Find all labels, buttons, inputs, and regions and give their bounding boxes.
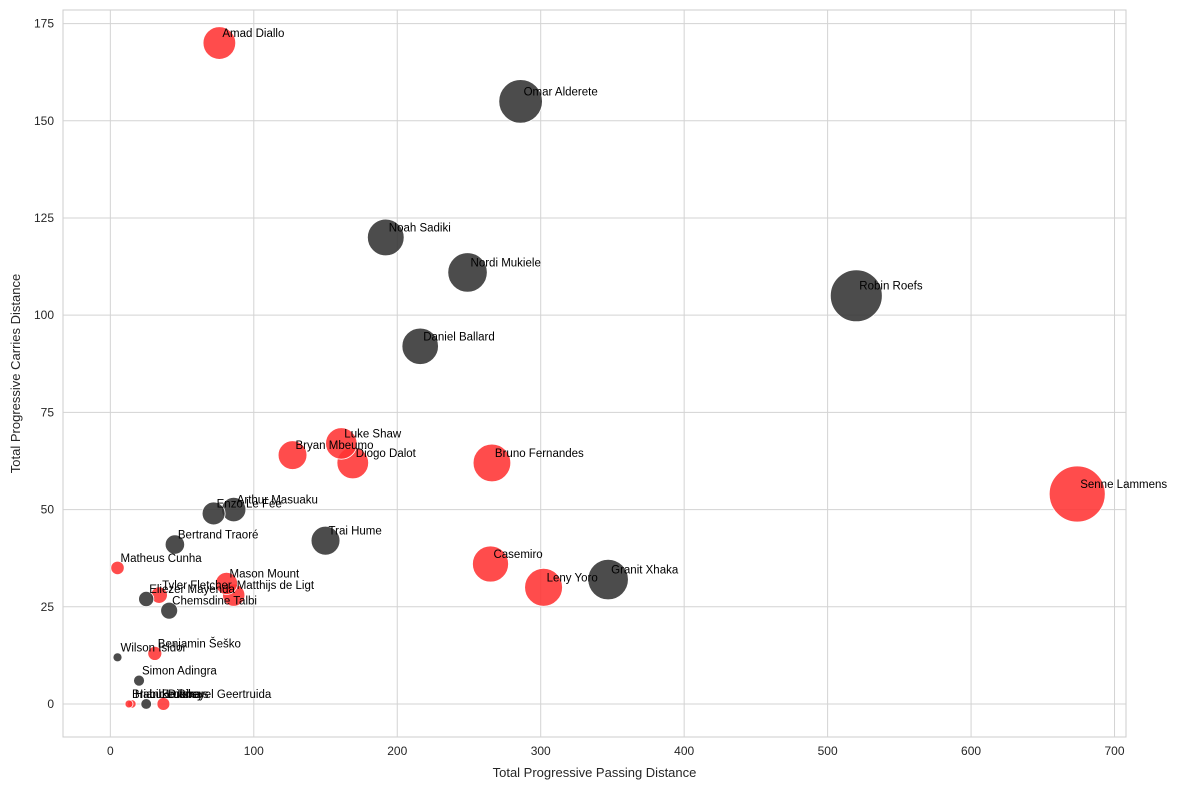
- point-labels: Amad Diallo Omar Alderete Noah Sadiki Nordi…: [121, 28, 1168, 701]
- point-label: Senne Lammens: [1080, 479, 1167, 491]
- data-point: [447, 252, 488, 293]
- data-point: [140, 698, 152, 710]
- point-label: Tyler Fletcher: [162, 580, 232, 592]
- y-tick-label: 50: [41, 503, 55, 517]
- data-point: [401, 327, 439, 365]
- point-label: Mason Mount: [230, 568, 300, 580]
- point-label: Enzo Le Fée: [217, 498, 282, 510]
- point-label: Trai Hume: [329, 526, 382, 538]
- x-tick-label: 200: [387, 744, 407, 758]
- x-tick-label: 400: [674, 744, 694, 758]
- y-tick-label: 75: [41, 405, 55, 419]
- x-tick-label: 600: [961, 744, 981, 758]
- data-point: [124, 699, 134, 709]
- data-point: [1048, 465, 1106, 523]
- point-label: Omar Alderete: [524, 86, 598, 98]
- point-label: Eliezer Mayenda: [149, 584, 235, 596]
- data-point: [147, 645, 163, 661]
- tick-labels: 0 100 200 300 400 500 600 700 0 25 50 75 100 125 150 17…: [34, 17, 1125, 758]
- data-point: [112, 652, 123, 663]
- data-point: [138, 590, 155, 607]
- data-point: [325, 427, 358, 460]
- point-label: Casemiro: [493, 549, 542, 561]
- data-point: [164, 534, 186, 555]
- x-tick-label: 0: [107, 744, 114, 758]
- data-point: [110, 560, 125, 575]
- point-label: Habib Diarra: [135, 689, 200, 701]
- y-tick-label: 150: [34, 114, 54, 128]
- data-point: [202, 26, 237, 60]
- y-axis-title: Total Progressive Carries Distance: [8, 274, 23, 473]
- point-label: Chemsdine Talbi: [172, 596, 257, 608]
- point-label: Matheus Cunha: [121, 553, 203, 565]
- x-axis-title: Total Progressive Passing Distance: [493, 765, 697, 780]
- point-label: Luke Shaw: [344, 428, 402, 440]
- data-point: [587, 558, 629, 601]
- data-point: [472, 443, 512, 483]
- point-label: Luke Rileys: [149, 689, 209, 701]
- point-label: Amad Diallo: [222, 28, 284, 40]
- data-point: [133, 674, 145, 687]
- point-label: Matthijs de Ligt: [237, 580, 315, 592]
- data-point: [310, 525, 341, 556]
- x-tick-label: 700: [1105, 744, 1125, 758]
- data-point: [201, 501, 226, 526]
- point-label: Wilson Isidor: [121, 642, 187, 654]
- data-point: [367, 218, 405, 257]
- point-label: Brian Brobbey: [132, 689, 205, 701]
- data-point: [524, 567, 563, 607]
- data-point: [156, 697, 171, 711]
- x-tick-label: 300: [531, 744, 551, 758]
- y-tick-label: 0: [47, 697, 54, 711]
- data-point: [472, 545, 509, 583]
- data-point: [829, 269, 883, 323]
- y-tick-label: 125: [34, 211, 54, 225]
- point-label: Leny Yoro: [547, 572, 598, 584]
- point-label: Bertrand Traoré: [178, 530, 259, 542]
- point-label: Bruno Fernandes: [495, 448, 584, 460]
- data-point: [160, 601, 179, 620]
- data-point: [215, 571, 238, 595]
- point-label: Robin Roefs: [859, 281, 923, 293]
- x-tick-label: 500: [818, 744, 838, 758]
- plot-area: [62, 9, 1127, 738]
- y-tick-label: 175: [34, 17, 54, 31]
- point-label: Arthur Masuaku: [237, 495, 318, 507]
- point-label: Nordi Mukiele: [471, 257, 541, 269]
- data-point: [498, 79, 543, 124]
- point-label: Lutsharel Geertruida: [166, 689, 271, 701]
- data-point: [277, 440, 308, 470]
- point-label: Benjamin Šeško: [158, 637, 241, 650]
- x-tick-label: 100: [244, 744, 264, 758]
- point-label: Bryan Mbeumo: [296, 440, 374, 452]
- y-tick-label: 25: [41, 600, 55, 614]
- point-label: Diogo Dalot: [356, 448, 417, 460]
- point-label: Granit Xhaka: [611, 565, 679, 577]
- data-points: [110, 26, 1106, 711]
- y-tick-label: 100: [34, 308, 54, 322]
- point-label: Noah Sadiki: [389, 222, 451, 234]
- point-label: Daniel Ballard: [423, 331, 495, 343]
- point-label: Simon Adingra: [142, 666, 217, 678]
